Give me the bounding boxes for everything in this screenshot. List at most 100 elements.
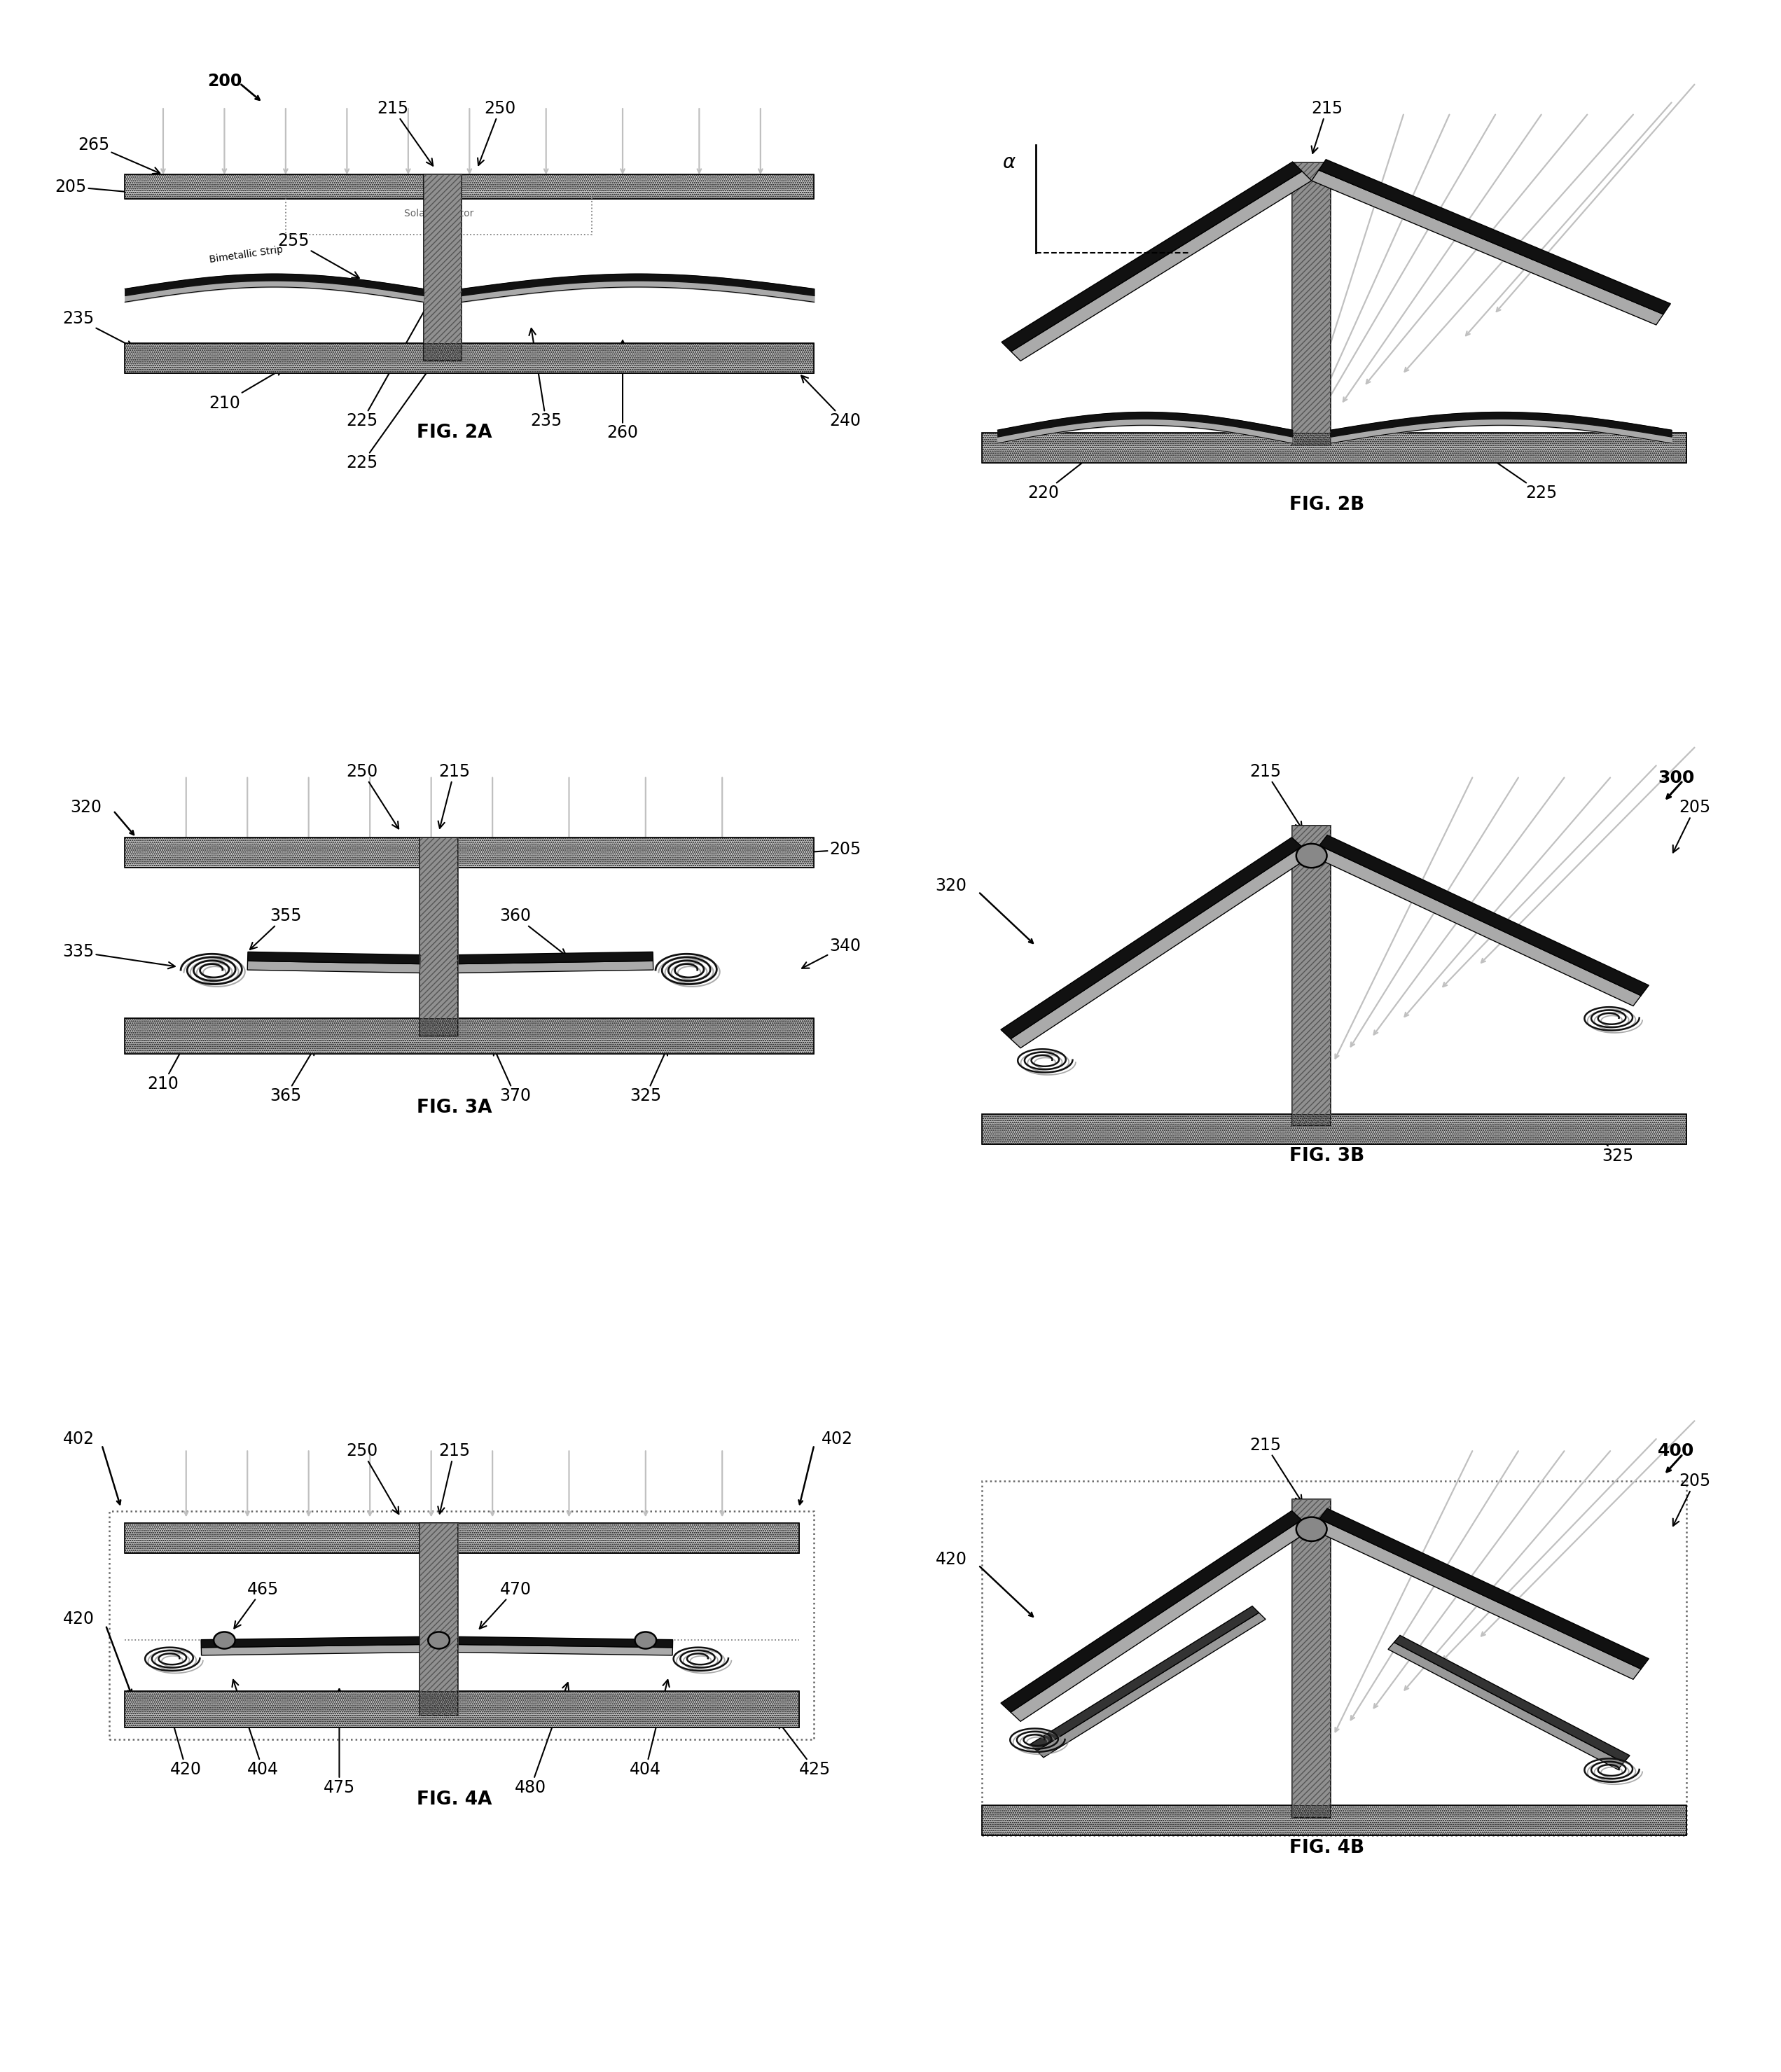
Text: 215: 215 <box>1250 762 1302 829</box>
Bar <box>125 344 814 373</box>
Text: 215: 215 <box>378 99 433 166</box>
Text: 205: 205 <box>1672 1473 1712 1525</box>
Text: 480: 480 <box>515 1682 568 1796</box>
Text: 404: 404 <box>630 1680 670 1778</box>
Bar <box>983 433 1687 464</box>
Text: 215: 215 <box>438 1442 470 1515</box>
Bar <box>125 1691 800 1728</box>
Text: 260: 260 <box>607 340 638 441</box>
Bar <box>125 174 814 199</box>
Text: FIG. 2B: FIG. 2B <box>1289 495 1364 514</box>
Bar <box>125 1017 814 1055</box>
Bar <box>983 1805 1687 1836</box>
Text: 425: 425 <box>778 1722 830 1778</box>
Text: 225: 225 <box>347 294 433 429</box>
Text: FIG. 2A: FIG. 2A <box>417 425 492 441</box>
Bar <box>1293 1500 1330 1817</box>
Text: 265: 265 <box>78 137 160 174</box>
Bar <box>125 1523 800 1554</box>
Text: 215: 215 <box>1250 1436 1302 1502</box>
Polygon shape <box>1029 1606 1259 1751</box>
Bar <box>424 174 461 361</box>
Text: 402: 402 <box>821 1430 853 1448</box>
Text: 400: 400 <box>1658 1442 1694 1459</box>
Text: 200: 200 <box>207 73 242 89</box>
Bar <box>1293 827 1330 1127</box>
Text: 210: 210 <box>148 1044 185 1092</box>
Text: 465: 465 <box>233 1581 278 1629</box>
Polygon shape <box>1387 1643 1624 1769</box>
Bar <box>983 1805 1687 1836</box>
Text: 325: 325 <box>1598 1135 1633 1164</box>
Bar <box>1293 162 1330 445</box>
Polygon shape <box>1001 837 1302 1038</box>
Bar <box>420 1523 458 1716</box>
Bar <box>983 433 1687 464</box>
Polygon shape <box>248 961 420 974</box>
Polygon shape <box>1010 1521 1311 1722</box>
Circle shape <box>1297 843 1327 868</box>
Bar <box>424 174 461 361</box>
Text: 255: 255 <box>278 232 360 278</box>
Bar <box>125 174 814 199</box>
Text: Bimetallic Strip: Bimetallic Strip <box>208 244 283 265</box>
Text: 320: 320 <box>935 876 967 895</box>
Bar <box>424 174 461 361</box>
Text: 325: 325 <box>630 1048 668 1104</box>
Text: 300: 300 <box>1658 769 1694 785</box>
Polygon shape <box>1320 1508 1649 1670</box>
Text: 420: 420 <box>62 1610 94 1629</box>
Text: Photovoltaic Module: Photovoltaic Module <box>654 189 743 197</box>
Text: 250: 250 <box>347 1442 399 1515</box>
Circle shape <box>634 1633 657 1649</box>
Polygon shape <box>1311 170 1663 325</box>
Text: 370: 370 <box>493 1048 531 1104</box>
Text: Solar Actuator: Solar Actuator <box>404 209 474 220</box>
Bar <box>285 193 591 234</box>
Text: 225: 225 <box>347 365 433 472</box>
Text: 404: 404 <box>232 1680 278 1778</box>
Polygon shape <box>1318 160 1671 315</box>
Text: FIG. 4A: FIG. 4A <box>417 1790 492 1809</box>
Bar <box>125 1017 814 1055</box>
Polygon shape <box>458 951 654 963</box>
Bar <box>420 1523 458 1716</box>
Bar <box>125 1523 800 1554</box>
Circle shape <box>427 1633 449 1649</box>
Bar <box>125 344 814 373</box>
Bar <box>1293 162 1330 445</box>
Text: 420: 420 <box>171 1720 201 1778</box>
Polygon shape <box>1320 835 1649 997</box>
Polygon shape <box>458 961 654 974</box>
Text: 215: 215 <box>438 762 470 829</box>
Text: FIG. 3B: FIG. 3B <box>1289 1148 1364 1164</box>
Text: 210: 210 <box>208 369 283 412</box>
Polygon shape <box>1001 1510 1302 1711</box>
Text: 320: 320 <box>71 800 102 816</box>
Text: 402: 402 <box>62 1430 94 1448</box>
Bar <box>420 837 458 1036</box>
Text: 250: 250 <box>477 99 516 166</box>
Polygon shape <box>248 951 420 963</box>
Bar <box>125 837 814 868</box>
Text: 420: 420 <box>935 1550 967 1569</box>
Text: 360: 360 <box>500 908 566 955</box>
Bar <box>125 1691 800 1728</box>
Polygon shape <box>201 1637 420 1647</box>
Circle shape <box>214 1633 235 1649</box>
Text: 220: 220 <box>1028 454 1094 501</box>
Text: 215: 215 <box>1311 99 1343 153</box>
Bar <box>420 837 458 1036</box>
Bar <box>1293 827 1330 1127</box>
Bar <box>125 837 814 868</box>
Text: $\beta$: $\beta$ <box>1076 303 1088 323</box>
Polygon shape <box>458 1645 673 1656</box>
Bar <box>983 1481 1687 1836</box>
Text: 240: 240 <box>801 375 860 429</box>
Polygon shape <box>458 1637 673 1647</box>
Bar <box>983 1115 1687 1144</box>
Text: $\alpha$: $\alpha$ <box>1003 153 1015 172</box>
Polygon shape <box>1010 847 1311 1048</box>
Polygon shape <box>1037 1612 1266 1757</box>
Polygon shape <box>1311 1519 1640 1678</box>
